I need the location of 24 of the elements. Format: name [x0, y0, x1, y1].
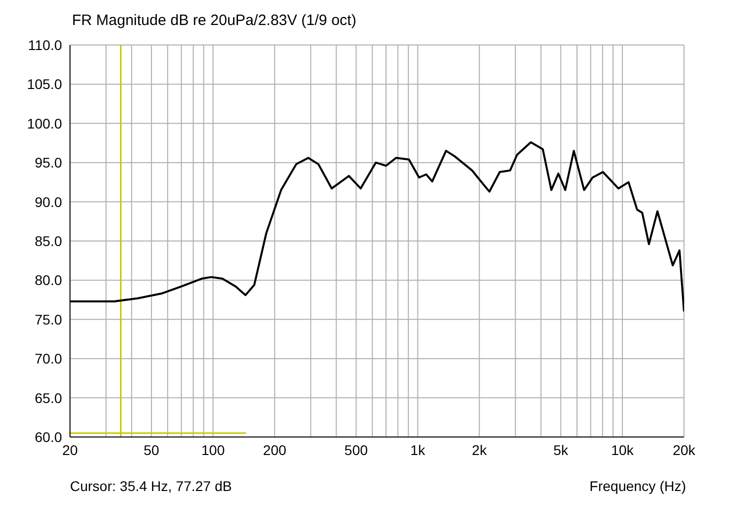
x-axis-title: Frequency (Hz) [590, 478, 686, 494]
x-tick-label: 1k [410, 442, 426, 458]
y-tick-label: 110.0 [28, 36, 62, 53]
y-tick-label: 90.0 [34, 194, 62, 210]
y-tick-label: 60.0 [34, 428, 62, 445]
y-tick-label: 75.0 [34, 311, 62, 328]
y-tick-label: 80.0 [34, 272, 62, 288]
x-tick-label: 5k [553, 442, 570, 458]
x-tick-label: 50 [144, 442, 160, 458]
y-tick-label: 85.0 [34, 232, 62, 249]
x-tick-label: 10k [611, 442, 635, 458]
text: Cursor: 35.4 Hz, 77.27 dB [70, 478, 232, 494]
chart-title: FR Magnitude dB re 20uPa/2.83V (1/9 oct) [72, 12, 356, 29]
x-tick-label: 20k [672, 442, 696, 458]
y-tick-label: 105.0 [26, 76, 62, 92]
y-tick-label: 95.0 [34, 154, 62, 171]
y-tick-label: 65.0 [34, 390, 62, 406]
x-tick-label: 200 [262, 442, 287, 458]
y-tick-label: 100.0 [26, 115, 62, 132]
x-tick-label: 500 [344, 442, 368, 458]
x-tick-label: 2k [472, 442, 488, 458]
y-tick-label: 70.0 [34, 350, 62, 367]
x-tick-label: 100 [201, 442, 225, 458]
x-tick-label: 20 [62, 442, 78, 458]
